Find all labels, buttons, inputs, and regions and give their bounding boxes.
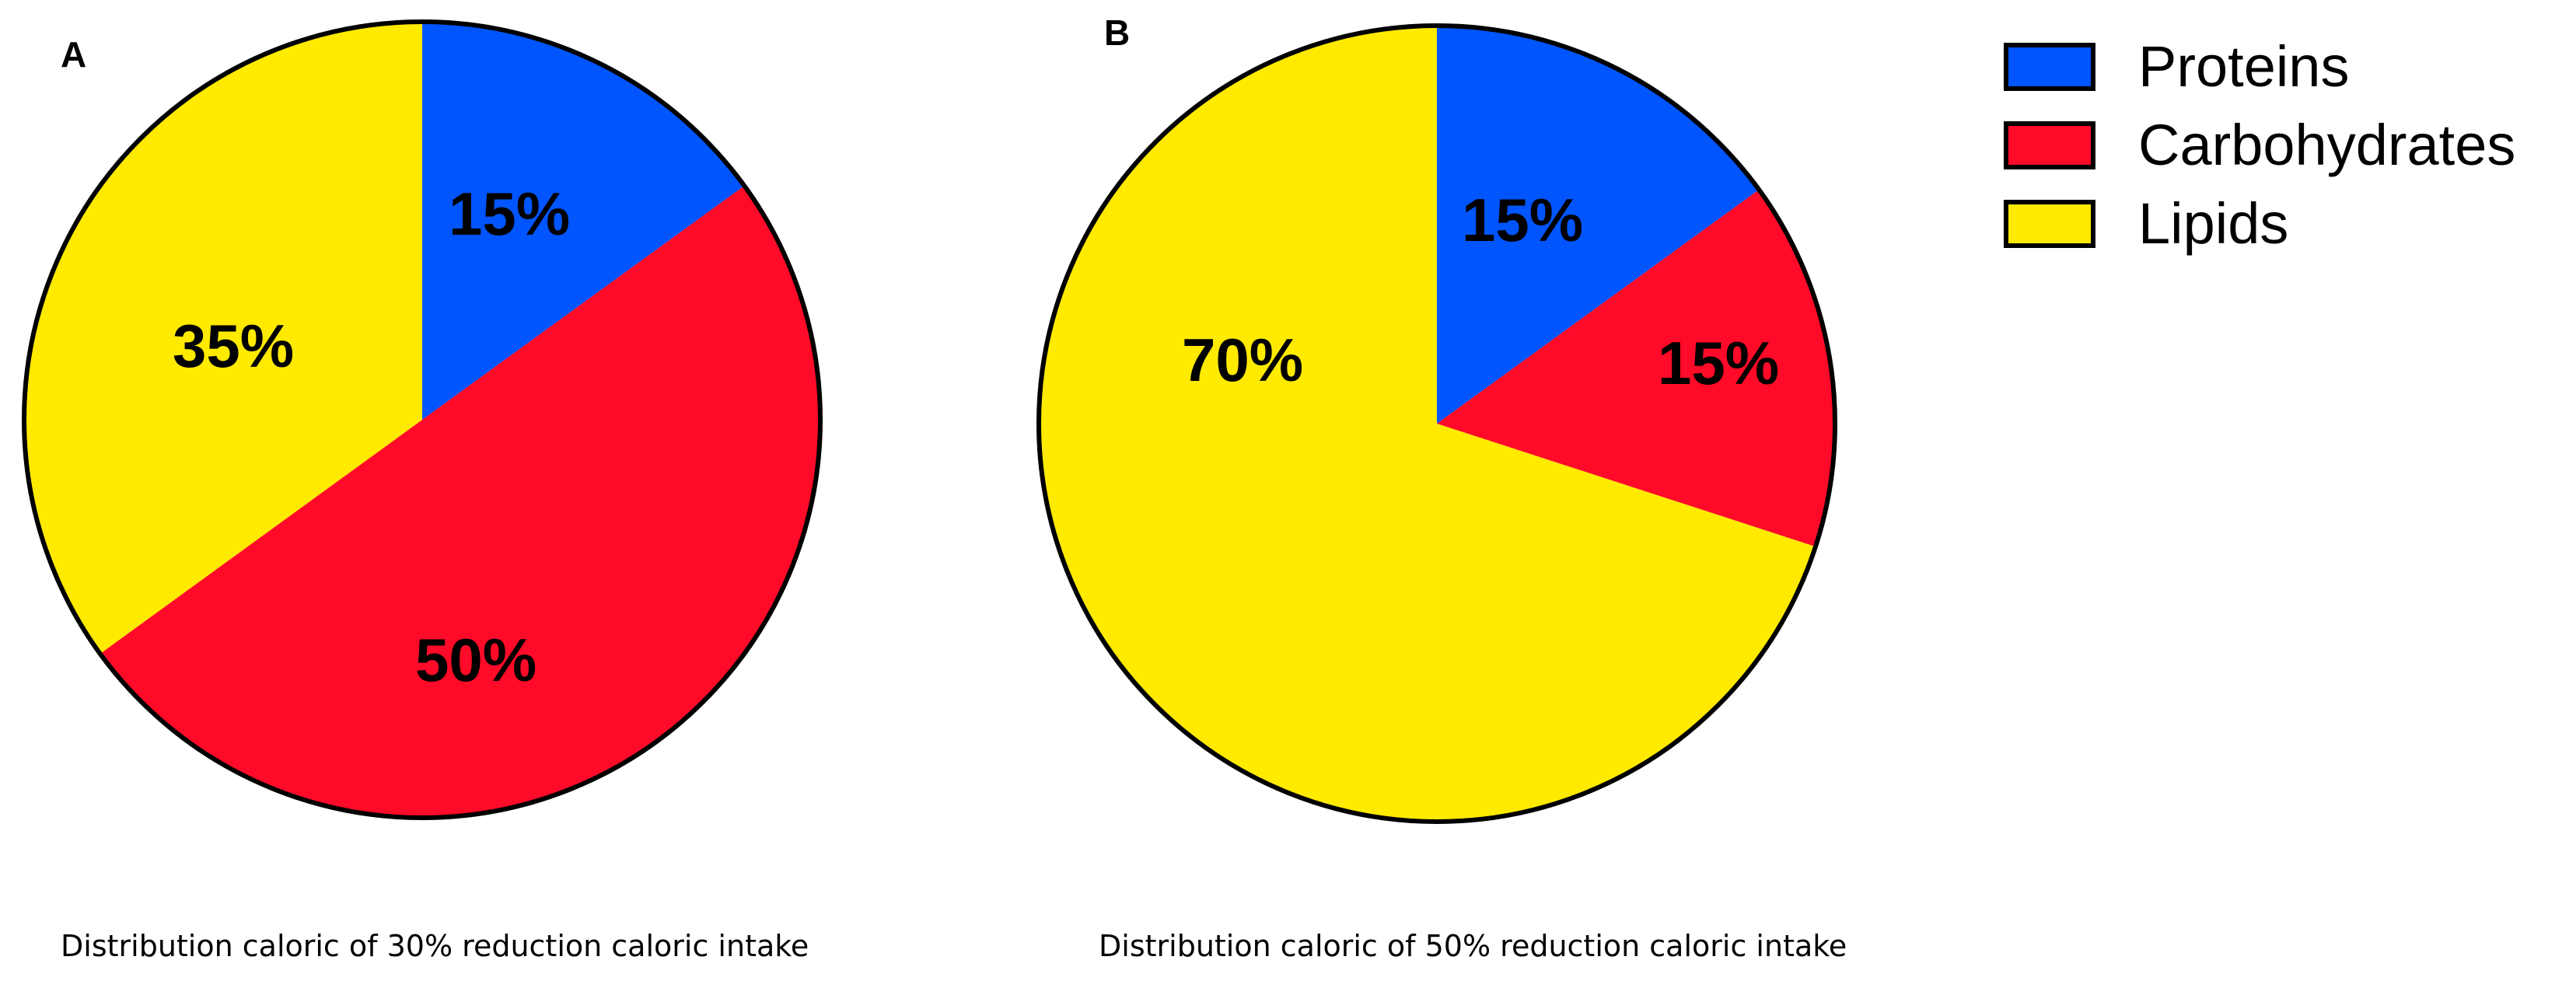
pie-a-slice-proteins — [422, 22, 745, 420]
legend-item-lipids: Lipids — [2004, 191, 2288, 256]
legend: Proteins Carbohydrates Lipids — [2004, 34, 2515, 256]
legend-label-carbohydrates: Carbohydrates — [2138, 113, 2515, 177]
pie-chart-a: 15% 50% 35% A Distribution caloric of 30… — [22, 19, 823, 963]
pie-a-label-proteins: 15% — [449, 180, 570, 248]
pie-b-label-lipids: 70% — [1182, 326, 1303, 394]
legend-item-proteins: Proteins — [2004, 34, 2349, 99]
legend-item-carbohydrates: Carbohydrates — [2004, 113, 2515, 177]
legend-swatch-proteins — [2004, 43, 2095, 91]
pie-b-label-proteins: 15% — [1462, 186, 1583, 254]
pie-a-labels: 15% 50% 35% — [173, 180, 570, 694]
legend-swatch-lipids — [2004, 200, 2095, 248]
pie-b-label-carbohydrates: 15% — [1658, 329, 1779, 397]
pie-chart-b: 15% 15% 70% B Distribution caloric of 50… — [1036, 12, 1847, 963]
pie-a-slices — [23, 22, 821, 819]
pie-b-slice-carbohydrates — [1437, 190, 1836, 547]
legend-swatch-carbohydrates — [2004, 121, 2095, 169]
pie-b-slices — [1039, 26, 1836, 822]
pie-b-outline — [1036, 23, 1837, 824]
pie-a-label-carbohydrates: 50% — [415, 626, 537, 694]
legend-label-lipids: Lipids — [2138, 191, 2288, 256]
pie-b-slice-lipids — [1039, 26, 1816, 822]
pie-a-slice-lipids — [23, 22, 422, 654]
pie-a-slice-carbohydrates — [100, 186, 821, 819]
pie-b-labels: 15% 15% 70% — [1182, 186, 1779, 397]
panel-letter-a: A — [61, 34, 86, 75]
pie-b-slice-proteins — [1437, 26, 1760, 424]
pie-a-label-lipids: 35% — [173, 312, 294, 380]
caption-b: Distribution caloric of 50% reduction ca… — [1099, 929, 1847, 963]
panel-letter-b: B — [1104, 12, 1130, 53]
caption-a: Distribution caloric of 30% reduction ca… — [61, 929, 809, 963]
legend-label-proteins: Proteins — [2138, 34, 2349, 99]
pie-a-outline — [22, 19, 823, 820]
